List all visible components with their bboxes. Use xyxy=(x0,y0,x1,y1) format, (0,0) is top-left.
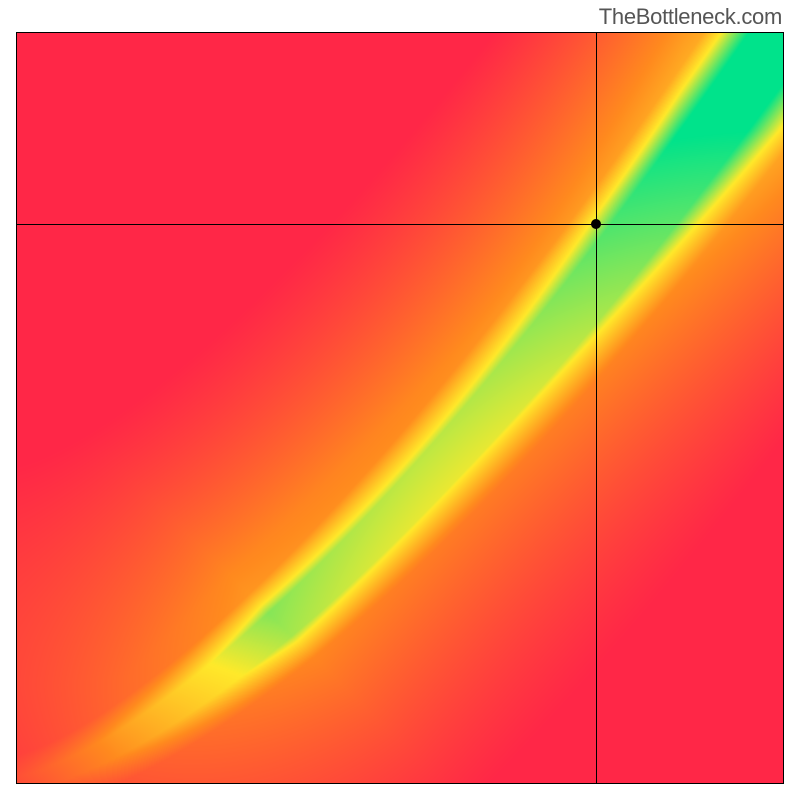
crosshair-vertical xyxy=(596,32,597,784)
crosshair-horizontal xyxy=(16,224,784,225)
heatmap-canvas xyxy=(16,32,784,784)
brand-label: TheBottleneck.com xyxy=(599,4,782,30)
chart-container: TheBottleneck.com xyxy=(0,0,800,800)
marker-dot xyxy=(591,219,601,229)
